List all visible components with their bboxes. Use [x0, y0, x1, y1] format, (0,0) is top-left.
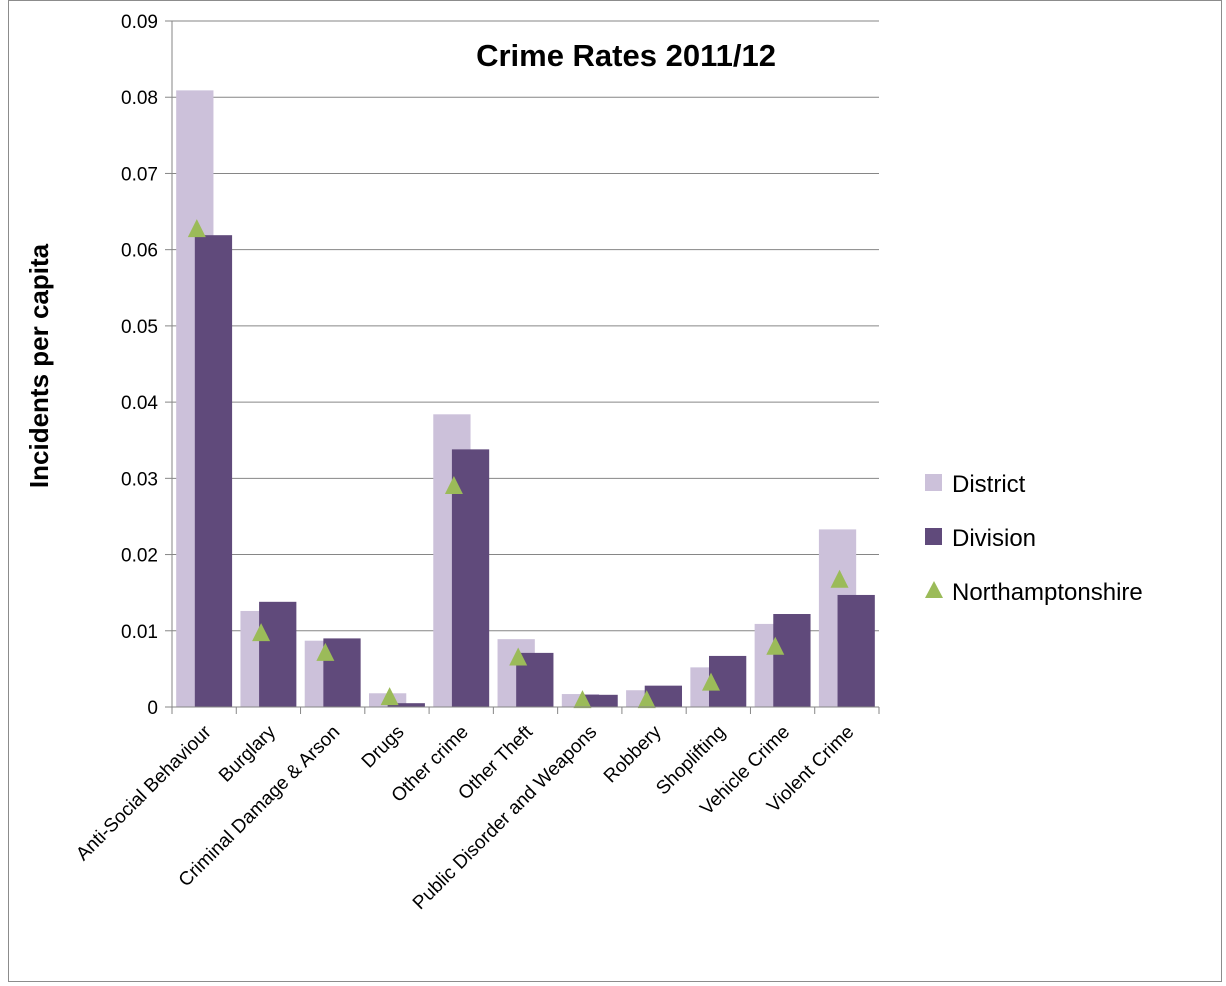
- legend-label-northamptonshire: Northamptonshire: [952, 579, 1143, 606]
- y-tick-label: 0.03: [121, 469, 158, 490]
- legend-label-district: District: [952, 471, 1026, 498]
- marker-northamptonshire: [830, 569, 849, 588]
- marker-northamptonshire: [701, 672, 720, 691]
- marker-northamptonshire: [316, 642, 335, 661]
- y-tick-label: 0: [147, 698, 158, 719]
- marker-northamptonshire: [509, 647, 528, 666]
- marker-northamptonshire: [444, 475, 463, 494]
- y-tick-label: 0.06: [121, 241, 158, 262]
- bar-division: [259, 601, 297, 707]
- bar-division: [580, 694, 618, 707]
- bar-division: [323, 638, 361, 707]
- legend-swatch-district: [925, 474, 942, 491]
- chart-title: Crime Rates 2011/12: [476, 38, 776, 73]
- marker-northamptonshire: [380, 687, 399, 706]
- x-category-label: Anti-Social Behaviour: [72, 721, 216, 865]
- chart-svg: 0 0.01 0.02 0.03 0.04 0.05 0.06 0.07 0.08 0.09 Ant…: [24, 12, 1143, 914]
- legend-swatch-northamptonshire: [925, 581, 943, 598]
- marker-northamptonshire: [187, 219, 206, 238]
- bar-division: [773, 614, 811, 707]
- bar-division: [837, 594, 875, 707]
- gridlines: [172, 20, 879, 632]
- y-tick-label: 0.05: [121, 317, 158, 338]
- marker-northamptonshire: [766, 636, 785, 655]
- legend: District Division Northamptonshire: [925, 471, 1143, 606]
- y-tick-label: 0.04: [121, 393, 158, 414]
- y-tick-label: 0.08: [121, 88, 158, 109]
- bar-division: [644, 685, 683, 707]
- marker-northamptonshire: [252, 623, 271, 642]
- marker-northamptonshire: [573, 690, 592, 709]
- y-axis-title: Incidents per capita: [24, 243, 54, 488]
- bar-division: [194, 235, 233, 707]
- bar-layer: [176, 90, 875, 707]
- chart-frame: 0 0.01 0.02 0.03 0.04 0.05 0.06 0.07 0.08 0.09 Ant…: [8, 0, 1222, 982]
- legend-swatch-division: [925, 528, 942, 545]
- marker-northamptonshire: [637, 690, 656, 709]
- x-category-label: Robbery: [600, 721, 666, 787]
- marker-layer: [187, 219, 849, 709]
- bar-division: [387, 703, 425, 707]
- y-tick-label: 0.09: [121, 12, 158, 33]
- legend-label-division: Division: [952, 525, 1036, 552]
- x-category-label: Drugs: [358, 722, 409, 773]
- y-tick-label: 0.07: [121, 164, 158, 185]
- y-tick-label: 0.02: [121, 546, 158, 567]
- y-tick-label: 0.01: [121, 622, 158, 643]
- x-category-label: Burglary: [215, 721, 280, 786]
